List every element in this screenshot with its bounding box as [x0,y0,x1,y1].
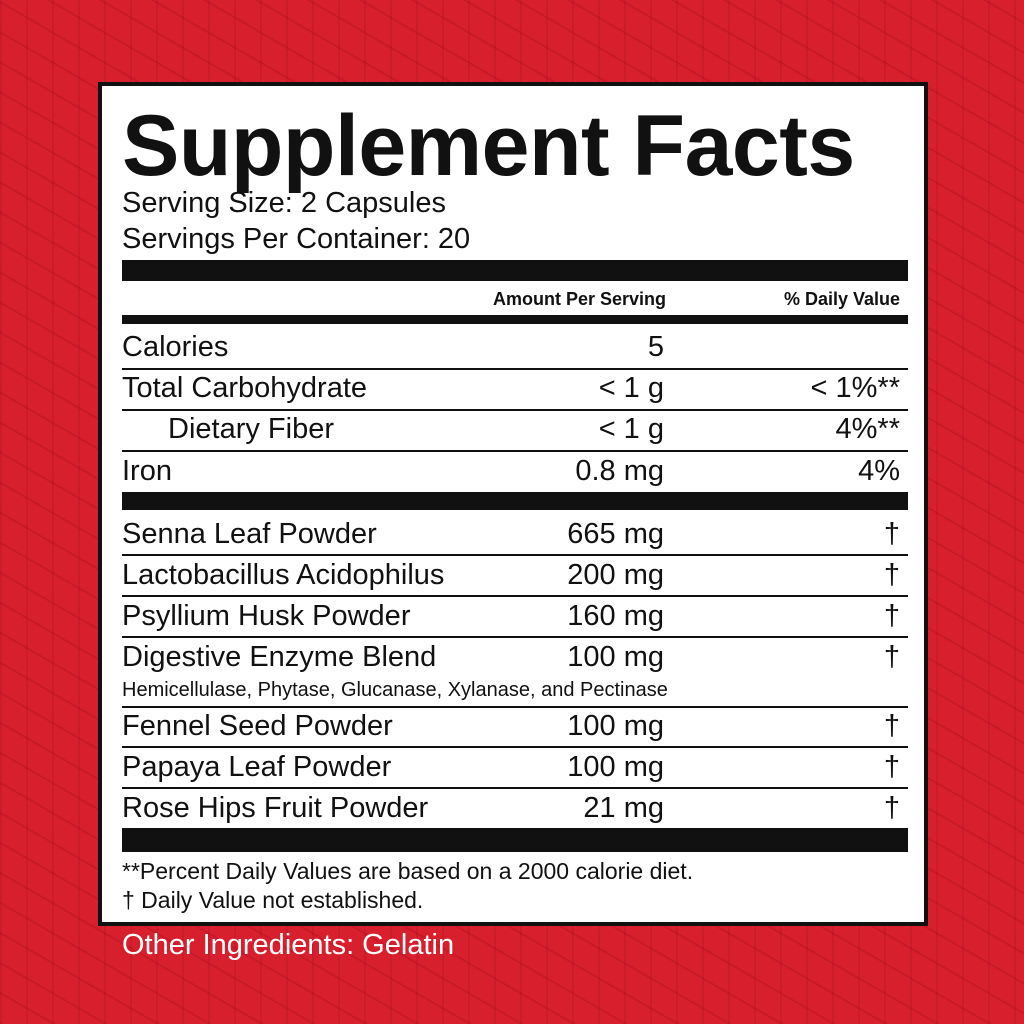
supplement-facts-panel: Supplement Facts Serving Size: 2 Capsule… [98,82,928,926]
nutrient-row: Iron 0.8 mg 4% [122,454,908,488]
nutrient-name: Total Carbohydrate [122,372,368,404]
footnote-not-established: † Daily Value not established. [122,887,424,913]
divider-thick [122,828,908,852]
ingredient-name: Digestive Enzyme Blend [122,641,437,673]
enzyme-blend-components: Hemicellulase, Phytase, Glucanase, Xylan… [122,679,668,701]
ingredient-row: Rose Hips Fruit Powder 21 mg † [122,791,908,825]
divider-thin [122,636,908,638]
ingredient-dv: † [883,600,900,632]
nutrient-name: Dietary Fiber [168,413,334,445]
ingredient-name: Papaya Leaf Powder [122,751,392,783]
nutrient-row: Calories 5 [122,330,908,364]
ingredient-dv: † [883,641,900,673]
divider-thick [122,492,908,510]
nutrient-row: Dietary Fiber < 1 g 4%** [122,412,908,446]
ingredient-amount: 665 mg [567,518,664,550]
panel-title: Supplement Facts [122,98,855,194]
ingredient-name: Lactobacillus Acidophilus [122,559,445,591]
ingredient-name: Psyllium Husk Powder [122,600,411,632]
ingredient-row: Digestive Enzyme Blend 100 mg † [122,640,908,674]
ingredient-amount: 100 mg [567,751,664,783]
ingredient-row: Fennel Seed Powder 100 mg † [122,709,908,743]
ingredient-dv: † [883,792,900,824]
daily-value-header: % Daily Value [783,289,900,309]
nutrient-dv: < 1%** [810,372,900,404]
divider-thin [122,595,908,597]
ingredient-dv: † [883,710,900,742]
divider-medium [122,315,908,324]
nutrient-dv: 4%** [835,413,901,445]
divider-thin [122,554,908,556]
divider-thick [122,260,908,281]
nutrient-dv: 4% [858,455,900,487]
ingredient-row: Lactobacillus Acidophilus 200 mg † [122,558,908,592]
serving-size: Serving Size: 2 Capsules [122,187,446,219]
nutrient-amount: < 1 g [598,413,664,445]
ingredient-amount: 200 mg [567,559,664,591]
nutrient-amount: 5 [647,331,664,363]
amount-per-serving-header: Amount Per Serving [492,289,666,309]
nutrient-name: Iron [122,455,172,487]
divider-thin [122,368,908,370]
divider-thin [122,706,908,708]
ingredient-dv: † [883,559,900,591]
ingredient-amount: 21 mg [583,792,664,824]
servings-per-container: Servings Per Container: 20 [122,223,471,255]
divider-thin [122,787,908,789]
ingredient-amount: 100 mg [567,710,664,742]
other-ingredients: Other Ingredients: Gelatin [122,929,455,961]
divider-thin [122,746,908,748]
nutrient-name: Calories [122,331,229,363]
divider-thin [122,450,908,452]
ingredient-row: Papaya Leaf Powder 100 mg † [122,750,908,784]
footnote-daily-values: **Percent Daily Values are based on a 20… [122,858,694,884]
divider-thin [122,409,908,411]
ingredient-row: Psyllium Husk Powder 160 mg † [122,599,908,633]
ingredient-name: Rose Hips Fruit Powder [122,792,429,824]
ingredient-amount: 100 mg [567,641,664,673]
ingredient-dv: † [883,751,900,783]
nutrient-amount: 0.8 mg [575,455,664,487]
ingredient-row: Senna Leaf Powder 665 mg † [122,517,908,551]
ingredient-dv: † [883,518,900,550]
ingredient-amount: 160 mg [567,600,664,632]
ingredient-name: Fennel Seed Powder [122,710,393,742]
ingredient-name: Senna Leaf Powder [122,518,377,550]
nutrient-row: Total Carbohydrate < 1 g < 1%** [122,371,908,405]
nutrient-amount: < 1 g [598,372,664,404]
